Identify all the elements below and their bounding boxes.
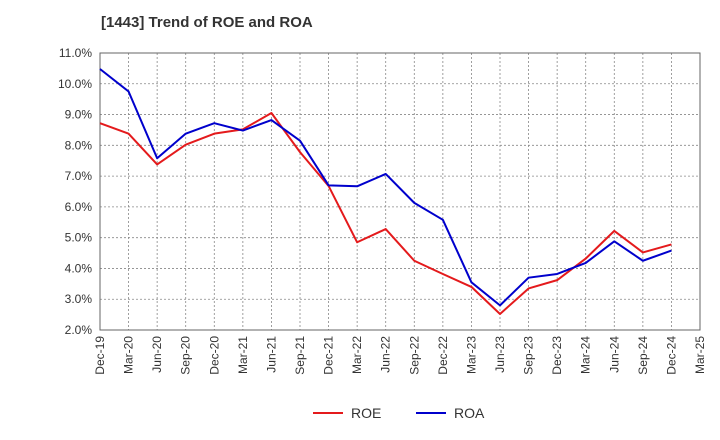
series-lines xyxy=(99,68,672,315)
x-tick-label: Jun-21 xyxy=(264,336,278,373)
x-tick-label: Jun-22 xyxy=(379,336,393,373)
x-tick-label: Sep-21 xyxy=(293,336,307,375)
legend: ROE ROA xyxy=(313,405,485,421)
plot-frame xyxy=(99,52,701,331)
x-tick-label: Dec-24 xyxy=(664,336,678,375)
legend-label-roe: ROE xyxy=(351,405,381,421)
x-tick-label: Jun-24 xyxy=(607,336,621,373)
y-tick-label: 7.0% xyxy=(65,169,93,183)
x-tick-label: Jun-20 xyxy=(150,336,164,373)
x-tick-label: Mar-21 xyxy=(236,336,250,374)
x-tick-label: Sep-20 xyxy=(179,336,193,375)
series-line-roa xyxy=(99,68,672,307)
x-tick-label: Mar-22 xyxy=(350,336,364,374)
y-tick-label: 5.0% xyxy=(65,231,93,245)
y-tick-label: 9.0% xyxy=(65,108,93,122)
x-tick-label: Dec-23 xyxy=(550,336,564,375)
y-tick-label: 2.0% xyxy=(65,323,93,337)
x-tick-label: Dec-22 xyxy=(436,336,450,375)
y-tick-label: 3.0% xyxy=(65,292,93,306)
y-tick-label: 10.0% xyxy=(58,77,92,91)
x-tick-label: Mar-24 xyxy=(579,336,593,374)
grid-lines xyxy=(100,53,700,330)
chart-title: [1443] Trend of ROE and ROA xyxy=(101,14,313,31)
y-tick-label: 6.0% xyxy=(65,200,93,214)
x-tick-label: Mar-23 xyxy=(464,336,478,374)
x-tick-label: Dec-21 xyxy=(322,336,336,375)
x-tick-label: Dec-19 xyxy=(93,336,107,375)
x-tick-label: Jun-23 xyxy=(493,336,507,373)
x-tick-label: Sep-24 xyxy=(636,336,650,375)
legend-label-roa: ROA xyxy=(454,405,485,421)
x-tick-label: Mar-25 xyxy=(693,336,707,374)
y-tick-label: 4.0% xyxy=(65,261,93,275)
x-tick-label: Sep-23 xyxy=(522,336,536,375)
x-tick-label: Dec-20 xyxy=(207,336,221,375)
y-tick-label: 8.0% xyxy=(65,138,93,152)
x-tick-label: Sep-22 xyxy=(407,336,421,375)
y-tick-label: 11.0% xyxy=(59,46,92,60)
axis-labels: 2.0% 3.0% 4.0% 5.0% 6.0% 7.0% 8.0% 9.0% 10.0% 11.… xyxy=(58,46,707,375)
x-tick-label: Mar-20 xyxy=(122,336,136,374)
